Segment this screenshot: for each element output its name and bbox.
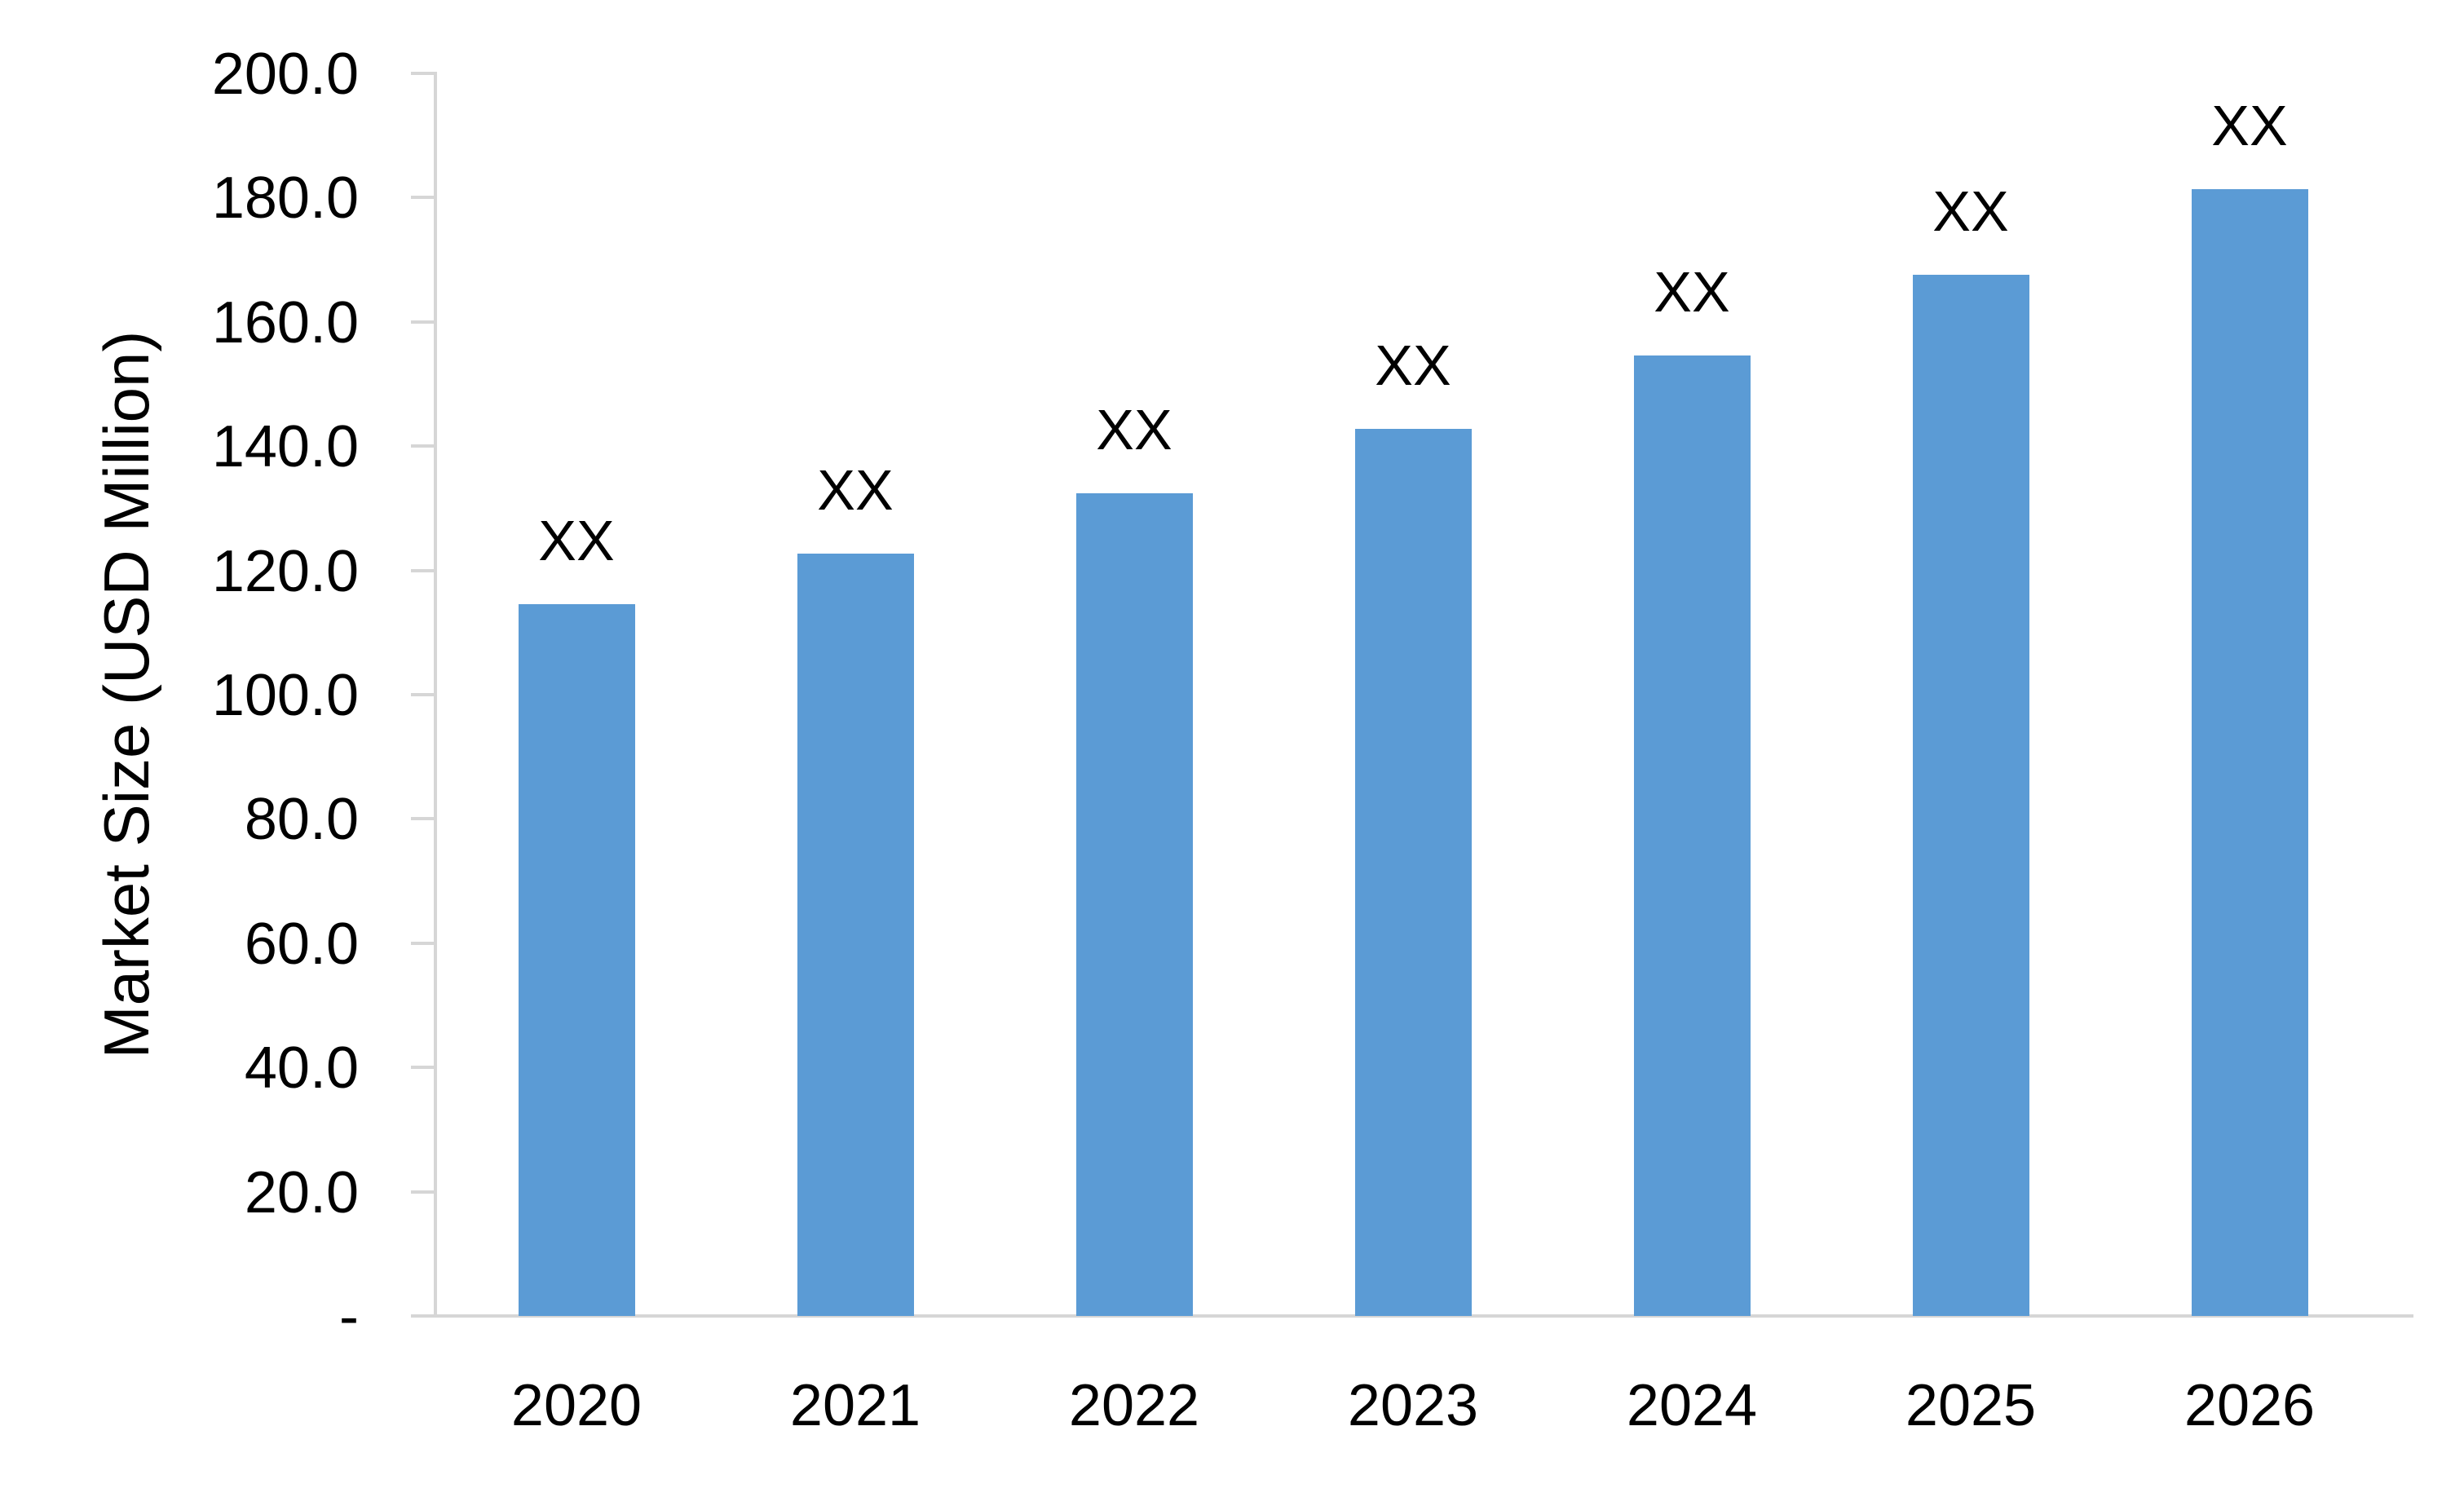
bar-2023 (1354, 429, 1472, 1316)
y-axis-tick-label: 60.0 (244, 911, 359, 977)
bar-value-label-2024: XX (1654, 260, 1730, 324)
bar-value-label-2026: XX (2211, 94, 2288, 157)
x-axis-line (411, 1314, 2413, 1318)
x-axis-label-2021: 2021 (789, 1373, 921, 1438)
bar-value-label-2022: XX (1096, 398, 1172, 461)
y-axis-tick (411, 320, 434, 324)
x-axis-label-2025: 2025 (1905, 1373, 2037, 1438)
y-axis-tick-label: 80.0 (244, 787, 359, 853)
y-axis-line (434, 72, 437, 1318)
y-axis-tick (411, 693, 434, 696)
y-axis-tick-label: 160.0 (211, 289, 359, 355)
y-axis-tick (411, 72, 434, 75)
y-axis-tick (411, 568, 434, 572)
y-axis-tick-label: 180.0 (211, 166, 359, 232)
x-axis-label-2024: 2024 (1626, 1373, 1758, 1438)
bar-value-label-2021: XX (817, 458, 894, 522)
x-axis-label-2022: 2022 (1068, 1373, 1200, 1438)
bar-2025 (1912, 275, 2029, 1316)
x-axis-label-2020: 2020 (510, 1373, 642, 1438)
bar-2024 (1633, 355, 1751, 1316)
y-axis-tick (411, 1190, 434, 1194)
y-axis-tick (411, 1066, 434, 1070)
y-axis-tick-label: - (339, 1284, 359, 1349)
bar-2020 (518, 604, 635, 1316)
y-axis-tick-label: 200.0 (211, 42, 359, 107)
bar-2022 (1075, 493, 1193, 1316)
y-axis-tick-label: 140.0 (211, 414, 359, 480)
bar-2021 (797, 554, 914, 1316)
x-axis-label-2023: 2023 (1347, 1373, 1479, 1438)
y-axis-tick-label: 40.0 (244, 1035, 359, 1102)
bar-2026 (2191, 189, 2308, 1316)
y-axis-tick (411, 941, 434, 945)
y-axis-tick (411, 444, 434, 448)
y-axis-tick-label: 20.0 (244, 1159, 359, 1225)
bar-value-label-2023: XX (1375, 333, 1451, 397)
y-axis-tick (411, 196, 434, 200)
y-axis-tick-label: 100.0 (211, 663, 359, 728)
y-axis-tick (411, 817, 434, 821)
bar-value-label-2020: XX (538, 509, 615, 572)
y-axis-tick-label: 120.0 (211, 538, 359, 604)
x-axis-label-2026: 2026 (2184, 1373, 2316, 1438)
bar-value-label-2025: XX (1932, 179, 2009, 243)
